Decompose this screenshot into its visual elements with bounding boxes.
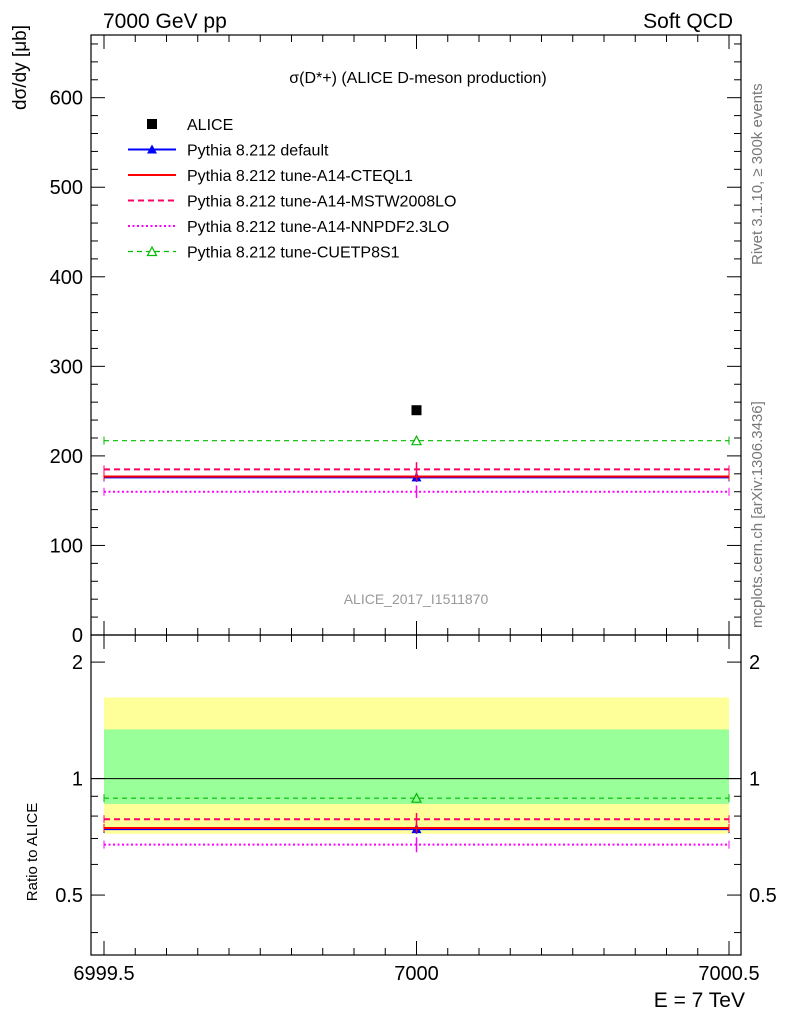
- main-series-group: [103, 405, 730, 498]
- legend-marker-alice: [147, 119, 157, 129]
- ratio-series-group: [103, 792, 730, 853]
- legend-label-pythia-8-212-tune-a14-mstw2008lo: Pythia 8.212 tune-A14-MSTW2008LO: [187, 194, 456, 211]
- ratio-ytick-label-right: 2: [749, 652, 760, 674]
- header-right: Soft QCD: [643, 10, 733, 33]
- main-title: σ(D*+) (ALICE D-meson production): [289, 70, 547, 87]
- ratio-ytick-label: 0.5: [55, 885, 83, 907]
- ratio-bands: [91, 697, 741, 834]
- ratio-xlabel: E = 7 TeV: [654, 989, 745, 1012]
- header-left: 7000 GeV pp: [103, 10, 227, 33]
- main-ytick-label: 200: [50, 446, 83, 468]
- legend-label-pythia-8-212-tune-a14-nnpdf2-3lo: Pythia 8.212 tune-A14-NNPDF2.3LO: [187, 219, 449, 236]
- main-axis-ticks: 0 100 200 300 400 500 600: [50, 35, 741, 955]
- ratio-ytick-label-right: 0.5: [749, 885, 777, 907]
- ratio-axis-ticks: 0.5 0.5 1 1 2 2 6999.5 7000 7000.5: [55, 652, 777, 985]
- legend-marker-pythia-8-212-tune-cuetp8s1: [146, 245, 158, 257]
- ratio-ytick-label: 1: [72, 769, 83, 791]
- main-ytick-label: 300: [50, 356, 83, 378]
- main-ylabel: dσ/dy [μb]: [10, 25, 31, 110]
- band-stat-uncertainty: [104, 729, 729, 804]
- legend-label-alice: ALICE: [187, 117, 233, 134]
- ratio-xtick-label: 7000: [394, 963, 439, 985]
- legend-marker-pythia-8-212-default: [147, 144, 157, 154]
- main-ytick-label: 0: [72, 625, 83, 647]
- ratio-xtick-label: 6999.5: [73, 963, 134, 985]
- main-ytick-label: 600: [50, 88, 83, 110]
- ratio-marker-pythia-8-212-tune-cuetp8s1: [411, 792, 422, 803]
- ratio-xtick-label: 7000.5: [698, 963, 759, 985]
- legend-label-pythia-8-212-tune-cuetp8s1: Pythia 8.212 tune-CUETP8S1: [187, 245, 400, 262]
- ratio-plot-frame: [90, 634, 742, 956]
- watermark: ALICE_2017_I1511870: [344, 591, 489, 607]
- ratio-ytick-label-right: 1: [749, 769, 760, 791]
- ratio-ylabel: Ratio to ALICE: [24, 803, 41, 901]
- plot-frames: [90, 34, 742, 956]
- rivet-label: Rivet 3.1.10, ≥ 300k events: [749, 83, 766, 265]
- mcplots-label: mcplots.cern.ch [arXiv:1306.3436]: [749, 401, 766, 628]
- main-marker-alice: [411, 405, 422, 416]
- legend-label-pythia-8-212-default: Pythia 8.212 default: [187, 143, 329, 160]
- legend-label-pythia-8-212-tune-a14-cteql1: Pythia 8.212 tune-A14-CTEQL1: [187, 168, 413, 185]
- main-marker-pythia-8-212-tune-cuetp8s1: [411, 434, 422, 446]
- main-ytick-label: 500: [50, 177, 83, 199]
- main-ytick-label: 400: [50, 267, 83, 289]
- legend: ALICE Pythia 8.212 default Pythia 8.212 tu…: [128, 117, 456, 262]
- main-ytick-label: 100: [50, 535, 83, 557]
- ratio-ytick-label: 2: [72, 652, 83, 674]
